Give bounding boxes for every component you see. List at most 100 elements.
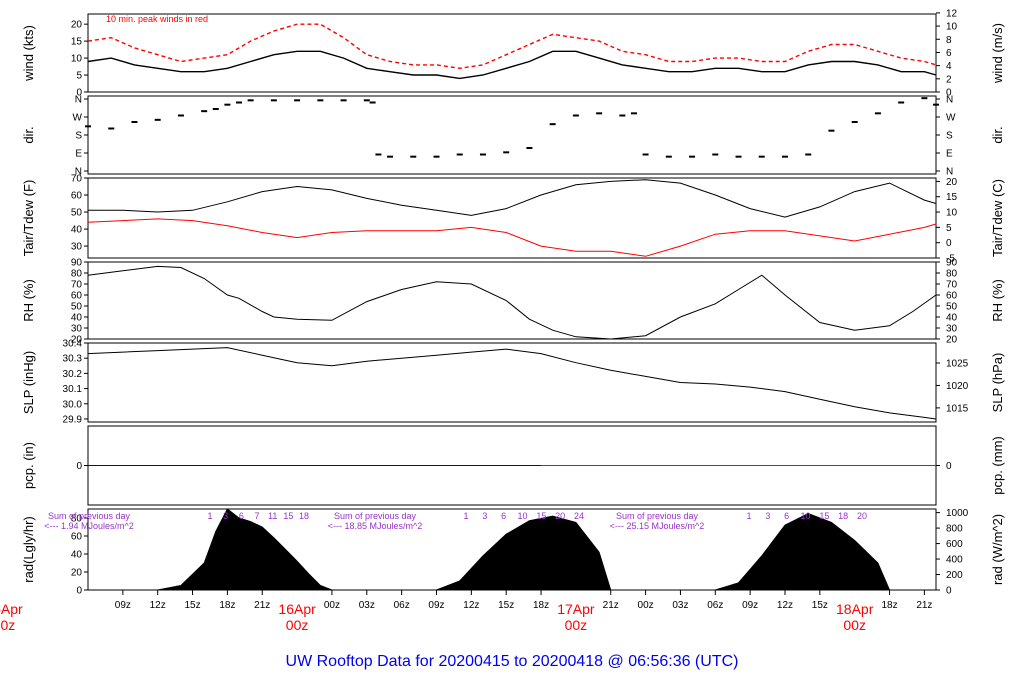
dir-point [154,118,161,121]
rh-right-tick-label: 70 [946,280,958,291]
dir-left-tick-label: N [75,95,82,106]
rad-hour-marker: 6 [501,511,506,521]
dir-left-tick-label: S [75,131,82,142]
panel-temp: Tair/Tdew (F) Tair/Tdew (C) 30 40 50 60 70 -5 0 5… [21,174,1005,265]
wind-left-tick-label: 5 [76,71,82,82]
time-tick-label: 06z [394,600,410,611]
dir-point [247,99,254,102]
wind-series-line [87,50,937,80]
dir-point [689,155,696,158]
wind-left-tick-label: 20 [71,20,83,31]
slp-left-tick-label: 30.0 [63,399,83,410]
temp-right-tick-label: 20 [946,177,958,188]
dir-point [630,112,637,115]
slp-right-tick-label: 1015 [946,403,969,414]
rh-right-tick-label: 30 [946,324,958,335]
panel-rad: rad(Lgly/hr) rad (W/m^2)02040608002004006… [21,508,1005,596]
rh-right-tick-label: 80 [946,269,958,280]
dir-left-tick-label: W [73,113,83,124]
dir-right-tick-label: S [946,131,953,142]
dir-point [665,155,672,158]
time-tick-label: 03z [359,600,375,611]
dir-point [805,153,812,156]
rad-left-tick-label: 20 [71,568,83,579]
time-tick-label: 12z [150,600,166,611]
dir-point [375,153,382,156]
dir-point [781,155,788,158]
rad-left-tick-label: 80 [71,514,83,525]
temp-left-tick-label: 60 [71,191,83,202]
rh-series-line [87,265,937,340]
wind-right-tick-label: 4 [946,61,952,72]
dir-point [317,99,324,102]
panel-wind: wind (kts) wind (m/s) 0 5 10 15 20 0 2 4 6 8 10 12 10 … [21,8,1005,98]
wind-right-label: wind (m/s) [990,23,1005,84]
dir-point [712,153,719,156]
rad-right-tick-label: 0 [946,586,952,597]
dir-point [619,114,626,117]
temp-right-tick-label: 0 [946,238,952,249]
dir-point [572,114,579,117]
wind-annotation: 10 min. peak winds in red [106,14,208,24]
dir-point [758,155,765,158]
rad-left-label: rad(Lgly/hr) [21,516,36,582]
time-tick-label: 00z [638,600,654,611]
time-tick-label: 21z [916,600,932,611]
wind-left-tick-label: 10 [71,54,83,65]
dir-point [921,97,928,100]
wind-left-tick-label: 15 [71,37,83,48]
slp-left-tick-label: 30.1 [63,384,83,395]
day-marker-date: 16Apr [278,601,316,617]
temp-right-label: Tair/Tdew (C) [990,179,1005,257]
rh-left-tick-label: 70 [71,280,83,291]
wind-right-tick-label: 2 [946,74,952,85]
rh-right-tick-label: 20 [946,335,958,346]
dir-right-label: dir. [990,126,1005,143]
time-tick-label: 18z [219,600,235,611]
day-marker-hour: 00z [286,617,309,633]
rad-hour-marker: 1 [463,511,468,521]
day-marker-date: 15Apr [0,601,23,617]
dir-right-tick-label: N [946,167,953,178]
rad-hour-marker: 24 [574,511,584,521]
rad-left-tick-label: 0 [76,586,82,597]
dir-point [526,147,533,149]
dir-point [874,112,881,115]
dir-point [108,127,115,130]
pcp-left-tick-label: 0 [76,461,82,472]
rh-left-tick-label: 90 [71,258,83,269]
temp-left-label: Tair/Tdew (F) [21,180,36,257]
rad-daily-sum-title: Sum of previous day [334,511,417,521]
dir-point [828,129,835,132]
panel-rh: RH (%) RH (%)2030405060708090203040506070… [21,258,1005,346]
dir-point [270,99,277,102]
time-tick-label: 15z [184,600,200,611]
dir-point [898,101,905,104]
slp-left-tick-label: 30.4 [63,339,83,350]
dir-point [642,153,649,156]
time-tick-label: 09z [115,600,131,611]
time-tick-label: 18z [533,600,549,611]
rad-hour-marker: 18 [838,511,848,521]
rad-hour-marker: 1 [207,511,212,521]
wind-frame [87,13,937,93]
temp-right-tick-label: 10 [946,208,958,219]
dir-point [85,125,91,128]
rh-left-label: RH (%) [21,279,36,322]
temp-left-tick-label: 70 [71,174,83,185]
rh-left-tick-label: 40 [71,313,83,324]
temp-right-tick-label: 15 [946,192,958,203]
dir-point [177,114,184,117]
dir-point [851,121,858,123]
rh-frame [87,261,937,340]
dir-point [212,108,219,110]
dir-point [410,155,417,158]
slp-series-line [87,347,937,420]
rh-right-tick-label: 90 [946,258,958,269]
slp-right-tick-label: 1020 [946,381,969,392]
rad-hour-marker: 3 [765,511,770,521]
day-marker-hour: 00z [0,617,15,633]
dir-point [363,99,370,102]
pcp-left-label: pcp. (in) [21,442,36,489]
rad-right-tick-label: 600 [946,539,963,550]
